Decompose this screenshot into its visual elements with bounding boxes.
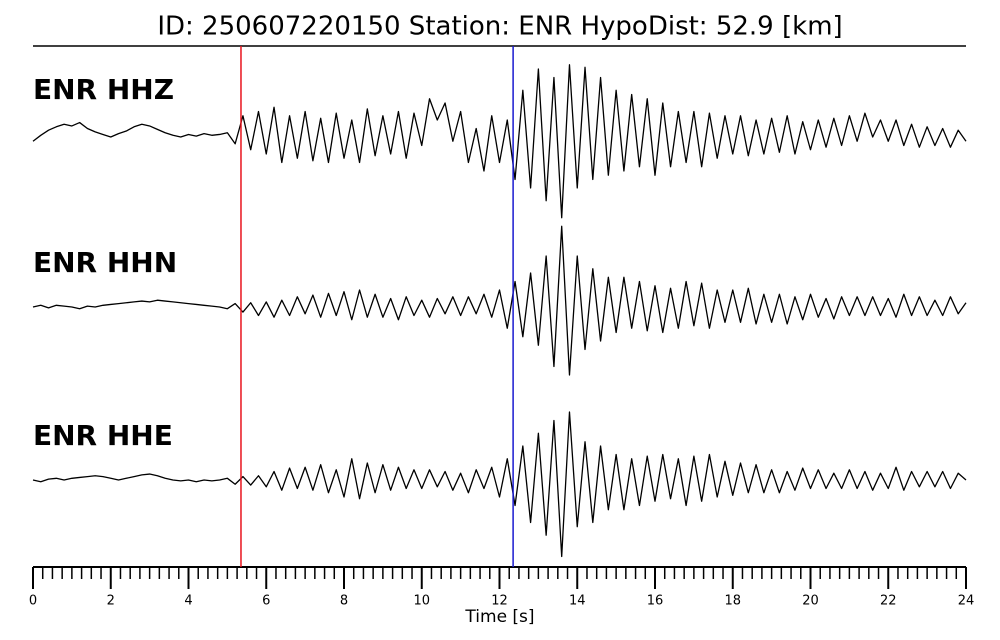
trace-label: ENR HHZ: [33, 73, 174, 106]
x-tick-label: 8: [340, 594, 348, 609]
trace-label: ENR HHE: [33, 419, 173, 452]
x-tick-label: 14: [569, 594, 586, 609]
x-tick-label: 0: [29, 594, 37, 609]
x-tick-label: 2: [107, 594, 115, 609]
chart-title: ID: 250607220150 Station: ENR HypoDist: …: [157, 12, 842, 42]
waveform: [32, 225, 967, 376]
x-axis-label: Time [s]: [464, 607, 534, 627]
x-tick-label: 4: [184, 594, 192, 609]
x-tick-label: 12: [491, 594, 508, 609]
x-tick-label: 10: [413, 594, 430, 609]
x-tick-label: 18: [724, 594, 741, 609]
x-tick-label: 20: [802, 594, 819, 609]
trace-label: ENR HHN: [33, 246, 177, 279]
x-tick-label: 22: [880, 594, 897, 609]
x-tick-label: 24: [958, 594, 975, 609]
x-tick-label: 6: [262, 594, 270, 609]
waveform: [32, 411, 967, 558]
x-tick-label: 16: [647, 594, 664, 609]
waveform: [32, 64, 967, 219]
